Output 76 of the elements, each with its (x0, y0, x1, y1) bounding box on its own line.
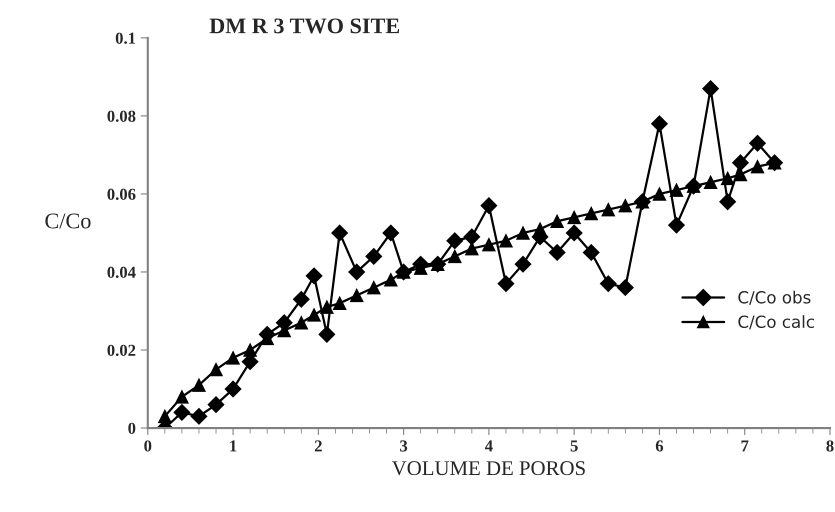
point (446, 232, 464, 250)
point (602, 202, 616, 216)
y-tick-label: 0.1 (116, 32, 136, 44)
y-axis-title: C/Co (45, 214, 91, 228)
point (192, 378, 206, 392)
point (600, 275, 617, 292)
point (318, 326, 336, 343)
point (548, 244, 566, 261)
point (332, 296, 346, 310)
point (652, 187, 666, 201)
point (174, 404, 190, 421)
x-tick-label: 2 (314, 440, 322, 452)
point (566, 224, 583, 242)
point (350, 288, 364, 302)
x-tick-label: 8 (826, 440, 834, 452)
point (719, 193, 736, 210)
point (307, 308, 321, 322)
x-tick-label: 1 (230, 440, 236, 452)
legend-label: C/Co obs (738, 290, 810, 305)
point (749, 134, 766, 152)
chart-title: DM R 3 TWO SITE (210, 18, 400, 34)
point (734, 168, 748, 182)
point (732, 154, 749, 172)
point (651, 115, 668, 132)
x-tick-label: 3 (400, 440, 408, 452)
point (480, 197, 498, 214)
y-tick-label: 0.04 (107, 266, 136, 278)
point (382, 224, 400, 242)
point (175, 390, 189, 404)
point (616, 279, 634, 296)
point (208, 396, 224, 413)
point (702, 80, 719, 97)
x-tick-label: 6 (656, 440, 664, 452)
y-tick-label: 0.08 (107, 110, 136, 122)
point (498, 275, 514, 292)
point (582, 244, 600, 261)
point (190, 408, 208, 425)
legend-label: C/Co calc (738, 315, 814, 330)
point (306, 268, 322, 284)
point (158, 410, 172, 424)
point (668, 216, 685, 234)
point (463, 228, 480, 246)
x-tick-label: 0 (144, 440, 152, 452)
point (750, 160, 764, 174)
point (514, 256, 532, 273)
point (618, 198, 632, 212)
point (384, 273, 398, 287)
point (704, 175, 718, 190)
x-axis-title: VOLUME DE POROS (392, 461, 585, 476)
point (516, 226, 530, 240)
point (320, 300, 334, 314)
x-tick-label: 5 (570, 440, 578, 452)
point (550, 214, 564, 228)
point (243, 343, 257, 357)
y-tick-label: 0.02 (107, 344, 136, 356)
x-tick-label: 7 (742, 440, 748, 452)
x-tick-label: 4 (484, 440, 493, 452)
point (499, 234, 513, 248)
point (670, 183, 684, 197)
point (224, 380, 242, 398)
point (482, 238, 496, 252)
point (292, 290, 310, 308)
point (533, 222, 547, 236)
point (294, 316, 308, 330)
point (720, 172, 734, 186)
point (331, 224, 348, 242)
point (367, 280, 381, 294)
y-tick-label: 0.06 (107, 188, 136, 200)
y-tick-label: 0 (128, 422, 136, 434)
point (226, 351, 240, 365)
point (448, 250, 462, 264)
point (348, 264, 366, 280)
point (209, 362, 223, 376)
point (365, 248, 382, 265)
point (567, 210, 581, 224)
point (584, 206, 598, 220)
